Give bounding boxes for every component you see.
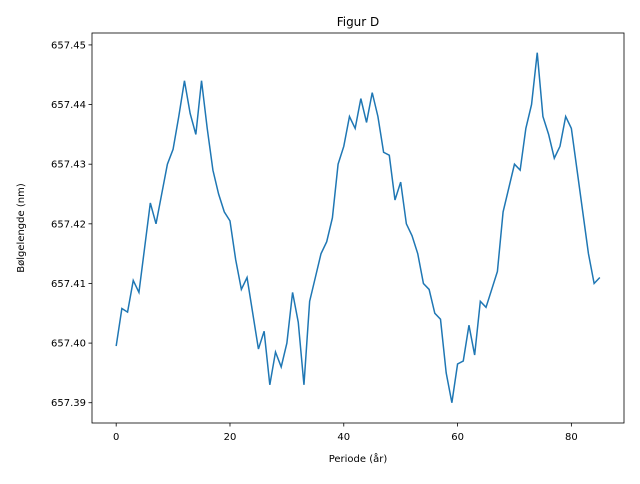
x-tick-label: 20 bbox=[224, 432, 237, 443]
x-axis-label: Periode (år) bbox=[329, 452, 388, 465]
y-tick-label: 657.42 bbox=[51, 219, 86, 230]
y-tick-label: 657.40 bbox=[51, 339, 86, 350]
chart-title: Figur D bbox=[337, 15, 380, 29]
x-tick-label: 40 bbox=[337, 432, 350, 443]
y-tick-label: 657.41 bbox=[51, 279, 86, 290]
y-tick-label: 657.39 bbox=[51, 398, 86, 409]
x-tick-label: 80 bbox=[565, 432, 578, 443]
axes-frame bbox=[91, 32, 625, 424]
y-tick-label: 657.43 bbox=[51, 160, 86, 171]
data-line bbox=[115, 52, 601, 403]
y-axis-label: Bølgelengde (nm) bbox=[16, 183, 27, 273]
x-tick-label: 60 bbox=[451, 432, 464, 443]
y-tick-label: 657.45 bbox=[51, 40, 86, 51]
x-tick-label: 0 bbox=[113, 432, 119, 443]
y-tick-label: 657.44 bbox=[51, 100, 86, 111]
